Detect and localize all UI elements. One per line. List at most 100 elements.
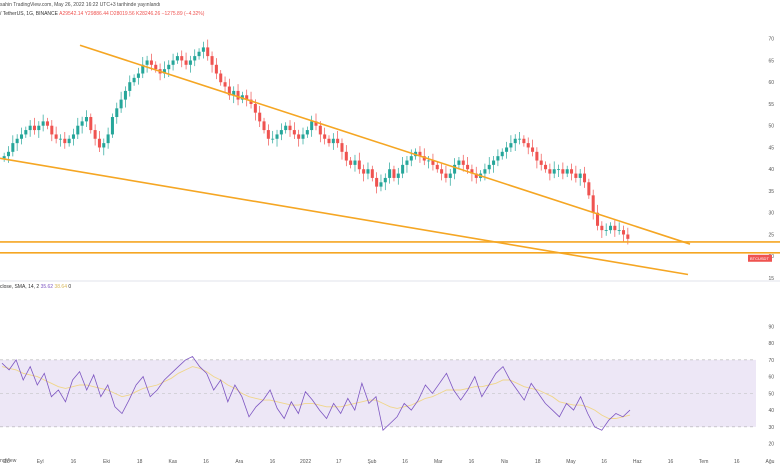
time-axis-tick: 16	[734, 459, 740, 465]
candle-body	[583, 173, 587, 183]
time-axis-tick: May	[566, 459, 576, 465]
candle-body	[141, 64, 145, 74]
time-axis-tick: Mar	[434, 459, 443, 465]
rsi-axis-tick: 70	[768, 358, 774, 364]
candle-body	[67, 138, 71, 144]
candle-body	[461, 160, 465, 165]
candle-body	[24, 130, 28, 135]
candle-body	[318, 125, 322, 135]
candle-body	[422, 156, 426, 161]
price-pane[interactable]	[2, 39, 630, 245]
time-axis-tick: 18	[4, 459, 10, 465]
candle-body	[301, 134, 305, 139]
candle-body	[28, 125, 32, 131]
candle-body	[453, 164, 457, 174]
candle-body	[531, 147, 535, 152]
candle-body	[548, 169, 552, 174]
candle-body	[613, 225, 617, 231]
candle-body	[561, 169, 565, 174]
rsi-axis-tick: 50	[768, 391, 774, 397]
candle-body	[340, 143, 344, 152]
tradingview-logo[interactable]: ngView	[0, 458, 16, 464]
candle-body	[474, 173, 478, 178]
candle-body	[509, 143, 513, 148]
time-axis-tick: 18	[137, 459, 143, 465]
candle-body	[539, 160, 543, 165]
candle-body	[97, 138, 101, 148]
candle-body	[587, 182, 591, 196]
candle-body	[344, 151, 348, 161]
symbol-legend[interactable]: / TetherUS, 1G, BINANCE A29542.14 Y29886…	[0, 11, 204, 17]
time-axis-tick: 18	[535, 459, 541, 465]
candle-body	[184, 60, 188, 65]
candle-body	[392, 169, 396, 178]
candle-body	[518, 138, 522, 140]
candle-body	[457, 160, 461, 165]
candle-body	[331, 138, 335, 144]
rsi-axis-tick: 20	[768, 442, 774, 448]
rsi-legend[interactable]: close, SMA, 14, 2 35.62 38.64 0	[0, 284, 71, 290]
publish-info: sahin TradingView.com, May 26, 2022 16:2…	[0, 2, 161, 8]
candle-body	[366, 169, 370, 174]
candle-body	[431, 160, 435, 165]
candle-body	[102, 143, 106, 148]
trendline-upper	[79, 44, 691, 245]
candle-body	[193, 56, 197, 61]
candle-body	[206, 47, 210, 57]
candle-body	[401, 164, 405, 174]
candle-body	[227, 86, 231, 96]
candle-body	[119, 99, 123, 109]
price-axis: 706560555045403530252015	[768, 37, 774, 282]
time-axis-tick: Kas	[169, 459, 178, 465]
price-axis-tick: 65	[768, 58, 774, 64]
rsi-axis-tick: 90	[768, 324, 774, 330]
candle-body	[197, 51, 201, 57]
rsi-sma-line	[1, 366, 631, 419]
price-axis-tick: 50	[768, 124, 774, 130]
candle-body	[557, 169, 561, 171]
candle-body	[591, 195, 595, 213]
candle-body	[349, 160, 353, 165]
candle-body	[327, 138, 331, 144]
price-axis-tick: 55	[768, 102, 774, 108]
candle-body	[535, 151, 539, 161]
candle-body	[492, 160, 496, 165]
candle-body	[58, 138, 62, 140]
candle-body	[84, 117, 88, 122]
candle-body	[604, 230, 608, 231]
candle-body	[106, 134, 110, 144]
candle-body	[427, 160, 431, 162]
rsi-pane[interactable]	[0, 355, 756, 431]
candle-body	[11, 143, 15, 152]
time-axis-tick: Eyl	[37, 459, 44, 465]
rsi-ma-value: 38.64	[54, 284, 67, 290]
publish-header: sahin TradingView.com, May 26, 2022 16:2…	[0, 2, 160, 8]
time-axis-tick: 16	[601, 459, 607, 465]
candle-body	[526, 143, 530, 148]
candle-body	[128, 82, 132, 91]
price-axis-tick: 40	[768, 167, 774, 173]
price-axis-tick: 15	[768, 276, 774, 282]
candle-body	[50, 125, 54, 135]
trendline-lower	[0, 157, 689, 276]
candle-body	[210, 56, 214, 65]
candle-body	[314, 121, 318, 126]
time-axis-tick: Haz	[633, 459, 642, 465]
symbol-name[interactable]: / TetherUS, 1G, BINANCE	[0, 11, 58, 17]
candle-body	[552, 169, 556, 174]
candle-body	[149, 60, 153, 65]
tradingview-logo-text[interactable]: ngView	[0, 458, 17, 464]
candle-body	[544, 164, 548, 170]
candle-body	[71, 134, 75, 139]
rsi-axis-tick: 60	[768, 375, 774, 381]
candle-body	[362, 169, 366, 174]
candle-body	[379, 182, 383, 187]
candle-body	[154, 64, 158, 70]
time-axis-tick: 2022	[300, 459, 311, 465]
rsi-params[interactable]: close, SMA, 14, 2	[0, 284, 40, 290]
candle-body	[440, 169, 444, 174]
candle-body	[145, 60, 149, 65]
candle-body	[110, 117, 114, 135]
candle-body	[626, 234, 630, 239]
